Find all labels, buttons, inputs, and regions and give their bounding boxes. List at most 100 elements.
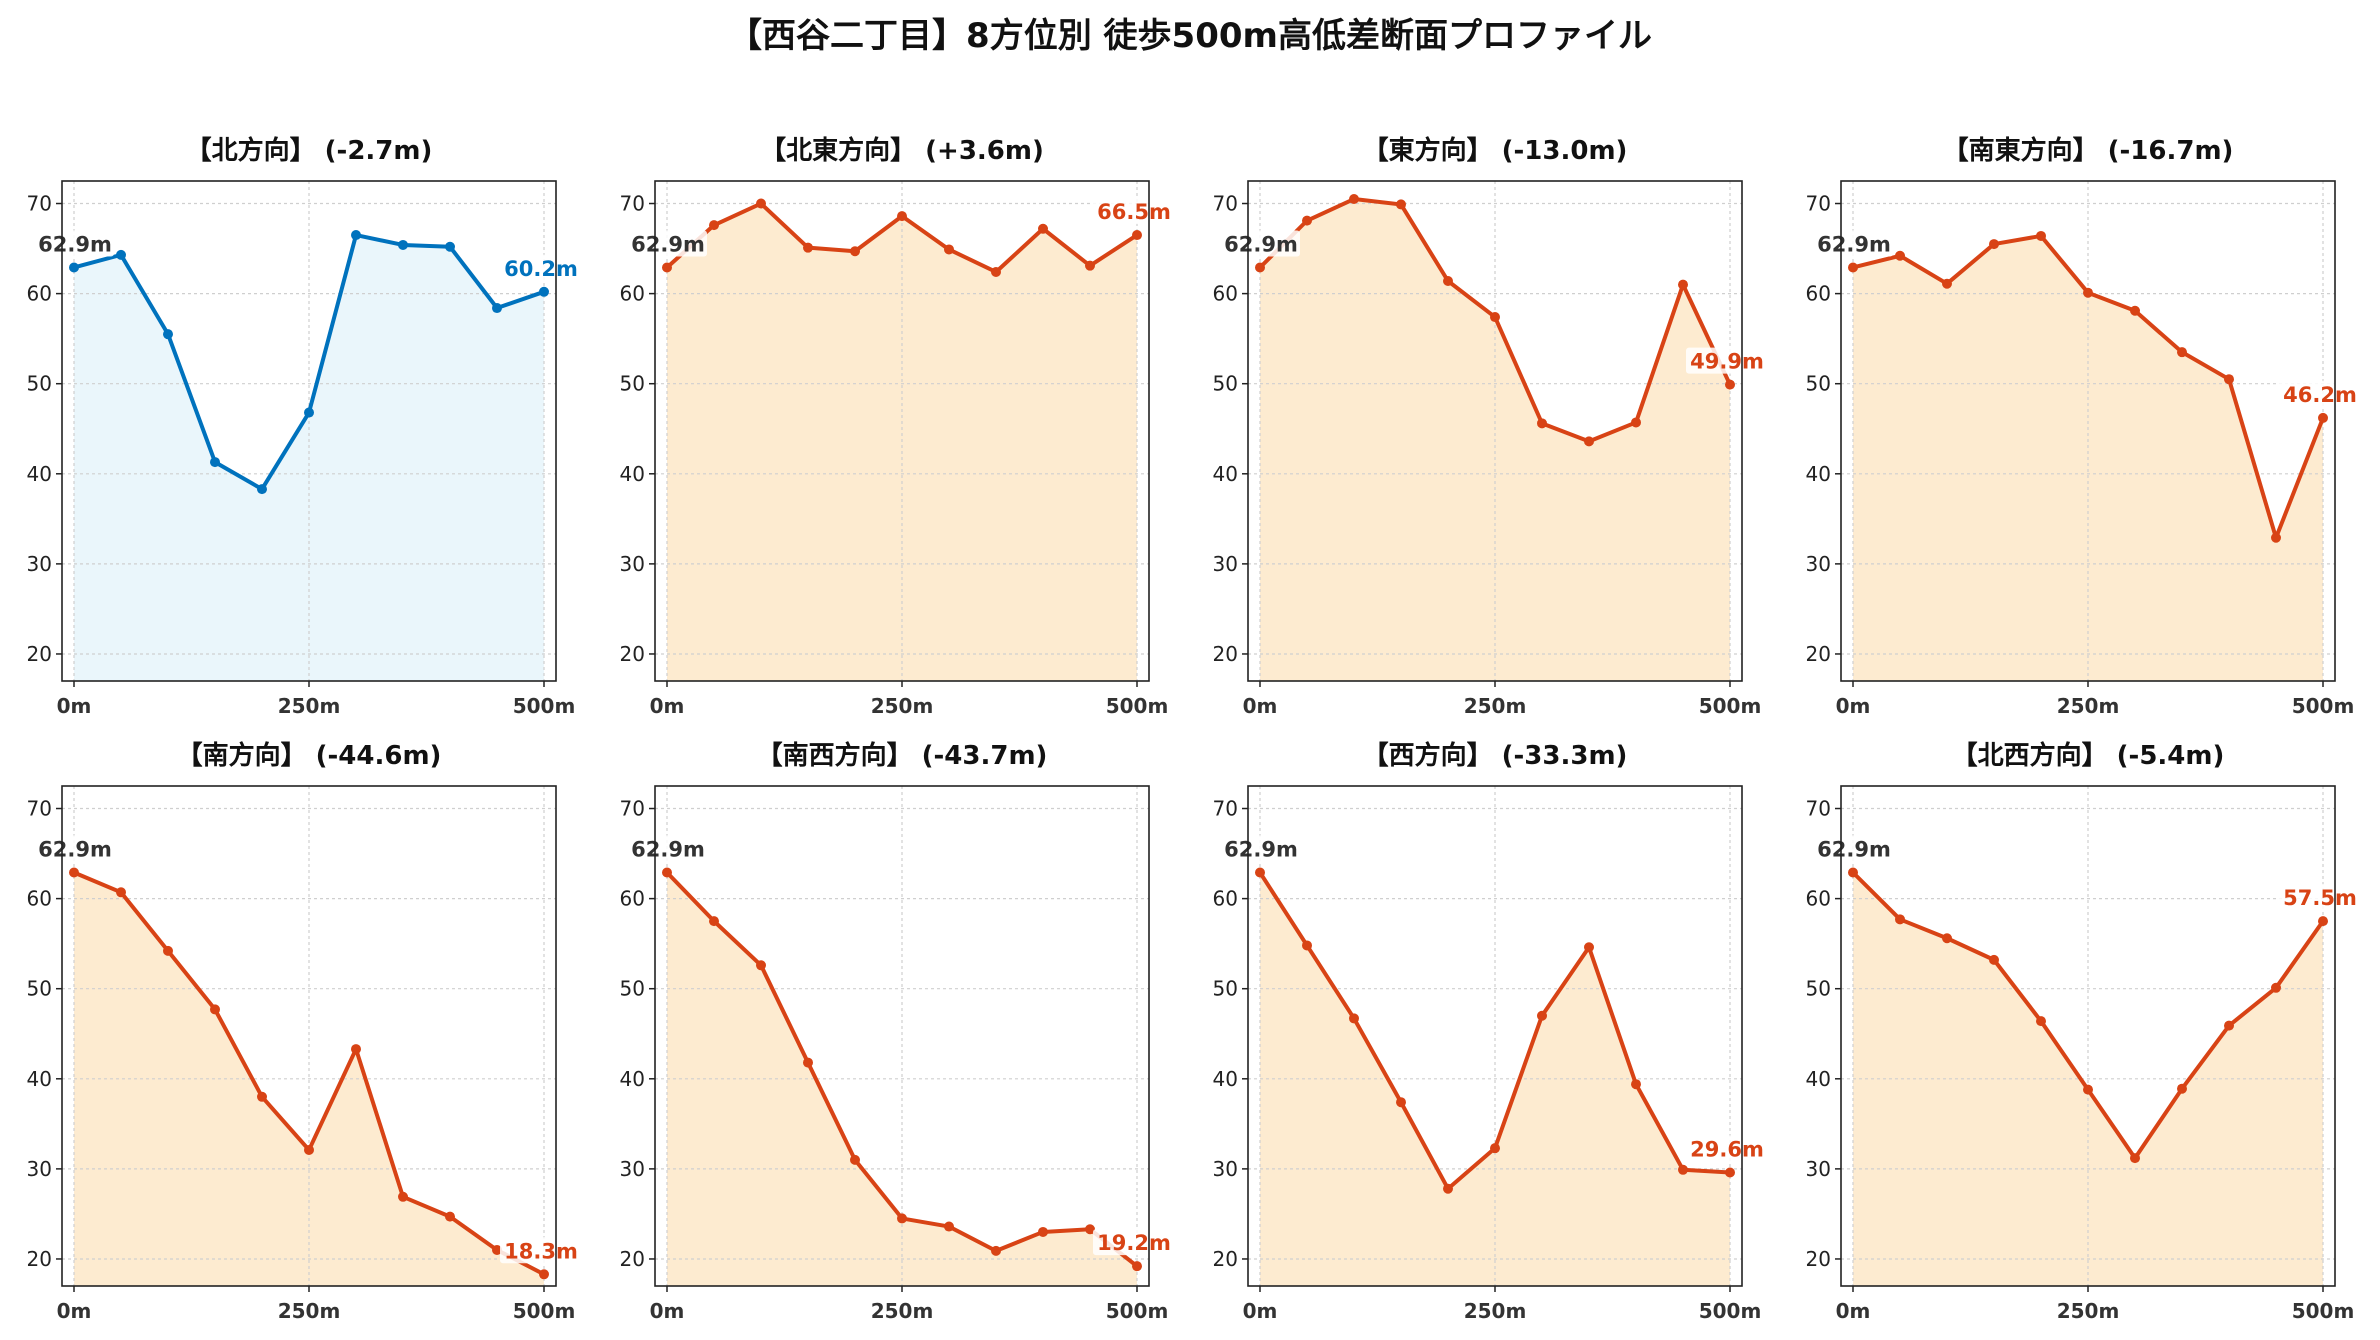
x-tick-label: 500m — [1106, 694, 1169, 718]
data-point — [803, 242, 813, 253]
data-point — [1255, 867, 1265, 878]
y-tick-label: 40 — [1213, 1067, 1238, 1091]
data-point — [2224, 374, 2234, 385]
data-point — [850, 246, 860, 257]
data-point — [2130, 305, 2140, 316]
panel-5: 【南西方向】 (-43.7m) 20 30 40 50 60 70 0m 250m 500m 62.… — [620, 740, 1175, 1323]
data-point — [398, 1191, 408, 1202]
data-point — [1725, 379, 1735, 390]
y-tick-label: 60 — [27, 282, 52, 306]
y-tick-label: 30 — [620, 552, 645, 576]
end-label-bg — [1686, 1135, 1768, 1162]
start-label: 62.9m — [1817, 232, 1891, 256]
end-label-bg — [500, 254, 582, 281]
y-tick-label: 50 — [1806, 372, 1831, 396]
plot-frame — [1840, 180, 2336, 682]
end-label-bg — [1686, 347, 1768, 374]
start-label-bg — [36, 835, 114, 862]
data-point — [1349, 194, 1359, 205]
data-point — [897, 1213, 907, 1224]
y-tick-label: 50 — [27, 372, 52, 396]
x-tick-label: 250m — [278, 694, 341, 718]
data-point — [991, 266, 1001, 277]
data-point — [116, 249, 126, 260]
data-point — [1038, 223, 1048, 234]
end-label: 29.6m — [1690, 1137, 1764, 1161]
plot-frame — [1247, 180, 1743, 682]
y-tick-label: 60 — [27, 887, 52, 911]
y-tick-label: 20 — [1213, 1247, 1238, 1271]
data-point — [1255, 262, 1265, 273]
data-point — [1443, 1183, 1453, 1194]
y-tick-label: 70 — [620, 192, 645, 216]
data-point — [2318, 916, 2328, 927]
x-tick-label: 500m — [1699, 1299, 1762, 1323]
data-point — [1631, 417, 1641, 428]
data-point — [69, 262, 79, 273]
data-point — [1848, 262, 1858, 273]
data-point — [539, 286, 549, 297]
y-tick-label: 60 — [1213, 887, 1238, 911]
y-tick-label: 70 — [1806, 192, 1831, 216]
data-point — [1349, 1013, 1359, 1024]
data-point — [1848, 867, 1858, 878]
panel-title: 【北東方向】 (+3.6m) — [760, 135, 1044, 166]
end-label-bg — [1093, 198, 1175, 225]
panel-title: 【西方向】 (-33.3m) — [1363, 740, 1628, 771]
end-label: 57.5m — [2283, 886, 2357, 910]
y-tick-label: 40 — [1806, 1067, 1831, 1091]
start-label-bg — [36, 230, 114, 257]
y-tick-label: 30 — [620, 1157, 645, 1181]
data-point — [351, 1044, 361, 1055]
data-point — [709, 220, 719, 231]
data-point — [1537, 1010, 1547, 1021]
data-point — [210, 1004, 220, 1015]
plot-frame — [61, 785, 557, 1287]
area-fill — [1260, 872, 1730, 1286]
data-point — [304, 407, 314, 418]
data-point — [445, 1211, 455, 1222]
y-tick-label: 70 — [620, 797, 645, 821]
end-label-bg — [500, 1237, 582, 1264]
data-point — [492, 303, 502, 314]
data-point — [1443, 276, 1453, 286]
data-point — [756, 198, 766, 209]
data-point — [991, 1245, 1001, 1256]
y-tick-label: 40 — [1806, 462, 1831, 486]
x-tick-label: 500m — [513, 694, 576, 718]
start-label: 62.9m — [631, 232, 705, 256]
data-point — [2083, 1084, 2093, 1095]
data-point — [1302, 215, 1312, 226]
start-label-bg — [1222, 230, 1300, 257]
data-point — [2318, 412, 2328, 423]
x-tick-label: 0m — [57, 694, 92, 718]
x-tick-label: 0m — [1836, 694, 1871, 718]
start-label: 62.9m — [1224, 232, 1298, 256]
y-tick-label: 50 — [27, 977, 52, 1001]
panel-title: 【南西方向】 (-43.7m) — [757, 740, 1048, 771]
data-point — [944, 1221, 954, 1232]
data-point — [897, 211, 907, 222]
data-point — [1038, 1226, 1048, 1237]
data-point — [2224, 1020, 2234, 1031]
end-label-bg — [2279, 884, 2361, 911]
data-point — [1490, 1143, 1500, 1154]
data-point — [492, 1244, 502, 1255]
y-tick-label: 70 — [27, 192, 52, 216]
panel-title: 【北西方向】 (-5.4m) — [1952, 740, 2225, 771]
y-tick-label: 50 — [620, 372, 645, 396]
data-point — [163, 945, 173, 956]
panel-3: 【南東方向】 (-16.7m) 20 30 40 50 60 70 0m 250m 500m 62.… — [1806, 135, 2361, 718]
y-tick-label: 30 — [1213, 552, 1238, 576]
data-point — [1490, 312, 1500, 323]
x-tick-label: 0m — [57, 1299, 92, 1323]
data-point — [1942, 278, 1952, 289]
data-point — [257, 1091, 267, 1102]
panel-title: 【南東方向】 (-16.7m) — [1943, 135, 2234, 166]
x-tick-label: 250m — [1464, 694, 1527, 718]
data-point — [2271, 532, 2281, 543]
figure-title: 【西谷二丁目】8方位別 徒歩500m高低差断面プロファイル — [728, 16, 1652, 56]
y-tick-label: 20 — [620, 642, 645, 666]
data-point — [210, 457, 220, 468]
start-label-bg — [629, 230, 707, 257]
